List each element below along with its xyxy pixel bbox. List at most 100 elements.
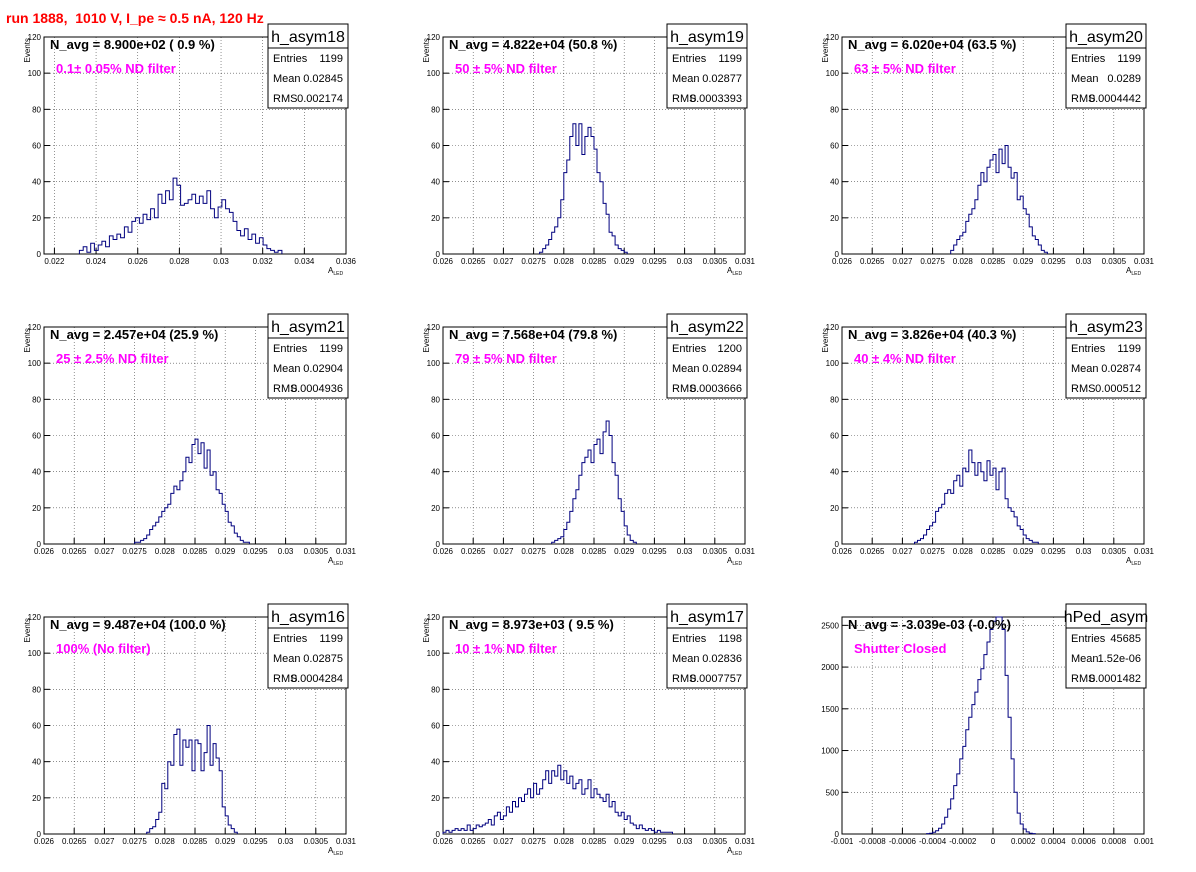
x-axis-title-sub: LED — [732, 561, 742, 567]
x-tick-label: 0.0275 — [521, 257, 546, 266]
histogram-line-h_asym23 — [914, 449, 1039, 544]
x-axis-title: ALED — [1126, 556, 1141, 567]
filter-label: 79 ± 5% ND filter — [455, 351, 557, 366]
x-axis-title-sub: LED — [732, 271, 742, 277]
y-axis-title: Events — [821, 328, 830, 352]
x-tick-label: 0.0305 — [703, 257, 728, 266]
stat-label: Mean — [672, 363, 700, 375]
stat-value: 1199 — [319, 633, 343, 645]
stats-title-box — [1065, 23, 1147, 49]
stat-value: 0.0289 — [1107, 73, 1141, 85]
x-tick-label: 0.028 — [554, 547, 575, 556]
histogram-line-h_asym16 — [146, 725, 238, 834]
y-tick-label: 100 — [28, 649, 42, 658]
y-tick-label: 80 — [431, 105, 440, 114]
y-tick-label: 40 — [32, 758, 41, 767]
filter-label: 50 ± 5% ND filter — [455, 61, 557, 76]
x-tick-label: 0.026 — [433, 837, 454, 846]
histogram-name: h_asym16 — [271, 609, 345, 626]
x-tick-label: 0.0295 — [642, 837, 667, 846]
x-tick-label: 0.03 — [677, 547, 693, 556]
x-tick-label: 0.0004 — [1041, 837, 1066, 846]
stat-value: 1200 — [718, 343, 742, 355]
stat-label: Mean — [273, 653, 301, 665]
x-tick-label: 0.027 — [94, 837, 115, 846]
x-tick-label: 0.0265 — [461, 257, 486, 266]
stats-box — [1065, 627, 1147, 689]
y-tick-label: 40 — [431, 758, 440, 767]
y-tick-label: 0 — [436, 540, 441, 549]
x-axis-title: ALED — [328, 846, 343, 857]
y-tick-label: 0 — [37, 830, 42, 839]
stat-value: 1199 — [319, 343, 343, 355]
histogram-line-h_asym17 — [442, 764, 673, 834]
x-tick-label: 0.031 — [735, 837, 756, 846]
y-axis-title: Events — [422, 38, 431, 62]
stats-title-box — [267, 603, 349, 629]
stats-box — [267, 337, 349, 399]
x-tick-label: 0.028 — [155, 837, 176, 846]
x-tick-label: -0.001 — [831, 837, 854, 846]
stat-value: 0.0004284 — [291, 673, 343, 685]
x-axis-title-sub: LED — [333, 271, 343, 277]
y-tick-label: 0 — [835, 540, 840, 549]
stat-value: 0.02875 — [303, 653, 343, 665]
x-tick-label: 0.031 — [336, 837, 357, 846]
panel-h_asym18: 0.022 0.024 0.026 0.028 0.03 0.032 0.034 0.036 0… — [23, 23, 357, 277]
x-axis-title: ALED — [328, 266, 343, 277]
x-tick-label: 0.001 — [1134, 837, 1155, 846]
y-axis-title: Events — [422, 328, 431, 352]
x-tick-label: 0.0275 — [521, 837, 546, 846]
y-tick-label: 20 — [32, 504, 41, 513]
x-axis-title: ALED — [1126, 266, 1141, 277]
histogram-name: h_asym18 — [271, 29, 345, 46]
stat-label: Entries — [273, 343, 308, 355]
y-tick-label: 20 — [830, 504, 839, 513]
stat-label: Entries — [1071, 343, 1106, 355]
x-tick-label: 0.0305 — [703, 547, 728, 556]
stat-value: 0.0004442 — [1089, 93, 1141, 105]
histogram-name: hPed_asym — [1064, 609, 1149, 626]
y-tick-label: 120 — [28, 613, 42, 622]
stat-value: 0.0003666 — [690, 383, 742, 395]
stat-value: 0.02836 — [702, 653, 742, 665]
x-tick-label: 0.0305 — [1102, 547, 1127, 556]
stat-value: 1199 — [718, 53, 742, 65]
x-tick-label: 0.031 — [1134, 257, 1155, 266]
stat-value: 1198 — [718, 633, 742, 645]
x-tick-label: 0.0265 — [62, 837, 87, 846]
histogram-name: h_asym22 — [670, 319, 744, 336]
x-tick-label: 0.0275 — [920, 257, 945, 266]
x-tick-label: 0.03 — [677, 837, 693, 846]
x-tick-label: 0.0265 — [461, 837, 486, 846]
filter-label: 10 ± 1% ND filter — [455, 641, 557, 656]
stat-label: Entries — [273, 633, 308, 645]
y-tick-label: 40 — [431, 178, 440, 187]
stat-value: 0.0003393 — [690, 93, 742, 105]
x-tick-label: 0.029 — [1013, 257, 1034, 266]
navg-label: N_avg = 4.822e+04 (50.8 %) — [449, 37, 617, 52]
navg-label: N_avg = 2.457e+04 (25.9 %) — [50, 327, 218, 342]
x-axis-title-sub: LED — [1131, 271, 1141, 277]
x-tick-label: 0.0305 — [304, 547, 329, 556]
x-tick-label: 0.0295 — [1041, 257, 1066, 266]
stat-label: Entries — [273, 53, 308, 65]
x-axis-title-sub: LED — [333, 561, 343, 567]
y-tick-label: 80 — [32, 105, 41, 114]
x-tick-label: 0.03 — [213, 257, 229, 266]
stat-value: 0.002174 — [297, 93, 343, 105]
stat-value: 0.000512 — [1095, 383, 1141, 395]
histogram-line-h_asym18 — [78, 177, 283, 254]
x-tick-label: 0.03 — [1076, 547, 1092, 556]
x-tick-label: 0.028 — [953, 257, 974, 266]
navg-label: N_avg = 7.568e+04 (79.8 %) — [449, 327, 617, 342]
x-tick-label: 0.0275 — [920, 547, 945, 556]
stat-label: RMS — [273, 93, 297, 105]
y-tick-label: 60 — [431, 432, 440, 441]
stats-box — [666, 627, 748, 689]
x-tick-label: 0.0305 — [304, 837, 329, 846]
x-tick-label: -0.0004 — [919, 837, 947, 846]
x-tick-label: 0.0265 — [461, 547, 486, 556]
stat-label: RMS — [273, 383, 297, 395]
x-tick-label: 0 — [991, 837, 996, 846]
